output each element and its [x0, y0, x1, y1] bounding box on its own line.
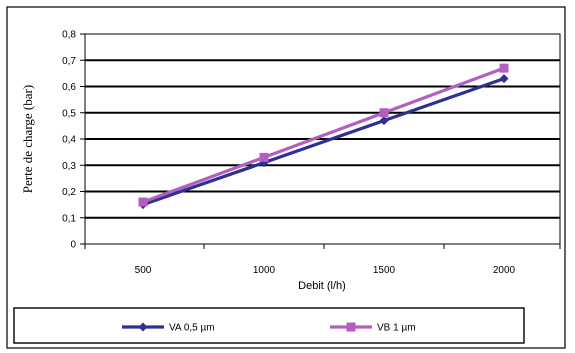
- legend-item: VB 1 µm: [330, 322, 416, 334]
- y-tick-label: 0,4: [62, 135, 76, 146]
- legend: VA 0,5 µm VB 1 µm: [122, 322, 416, 334]
- series-2: [138, 63, 509, 207]
- legend-label: VB 1 µm: [377, 323, 416, 334]
- y-tick-label: 0,6: [62, 82, 76, 93]
- y-tick-label: 0,1: [62, 213, 76, 224]
- x-tick-label: 1000: [253, 265, 276, 276]
- y-tick-label: 0: [70, 240, 76, 251]
- x-tick-labels: 500 1000 1500 2000: [84, 244, 561, 276]
- legend-item: VA 0,5 µm: [122, 322, 215, 334]
- x-axis-title: Debit (l/h): [298, 280, 346, 292]
- y-tick-label: 0,7: [62, 56, 76, 67]
- series-line: [142, 77, 505, 207]
- data-point: [499, 74, 509, 84]
- series-lines: [138, 63, 509, 210]
- legend-box: [13, 307, 525, 344]
- data-point: [499, 63, 509, 73]
- y-tick-label: 0,8: [62, 30, 76, 41]
- data-point: [379, 116, 389, 126]
- x-tick-label: 500: [135, 265, 152, 276]
- y-tick-label: 0,3: [62, 161, 76, 172]
- legend-label: VA 0,5 µm: [169, 323, 215, 334]
- y-tick-labels: 0 0,1 0,2 0,3 0,4 0,5 0,6 0,7 0,8: [62, 30, 76, 251]
- grid-lines: [80, 33, 560, 245]
- y-axis-title: Perte de charge (bar): [20, 85, 35, 193]
- x-tick-label: 2000: [493, 265, 516, 276]
- series-line: [142, 66, 505, 204]
- x-tick-label: 1500: [373, 265, 396, 276]
- data-point: [379, 108, 389, 118]
- legend-marker: [346, 322, 356, 332]
- y-tick-label: 0,5: [62, 108, 76, 119]
- data-point: [259, 152, 269, 162]
- y-tick-label: 0,2: [62, 187, 76, 198]
- legend-marker: [138, 322, 148, 332]
- data-point: [138, 197, 148, 207]
